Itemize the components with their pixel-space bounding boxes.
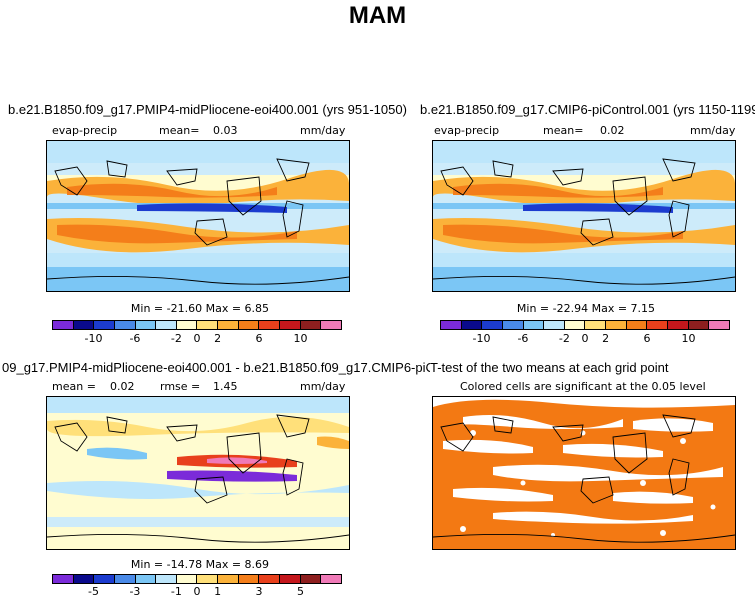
colorbar-tick: -6 xyxy=(517,332,529,345)
panel-3-field xyxy=(47,397,349,549)
panel-2-variable: evap-precip xyxy=(434,124,500,137)
colorbar-tick: -2 xyxy=(170,332,182,345)
panel-3-units: mm/day xyxy=(300,380,346,393)
panel-1-variable: evap-precip xyxy=(52,124,118,137)
panel-4-map xyxy=(432,396,736,550)
panel-2-map xyxy=(432,140,736,292)
panel-2-mean-label: mean= xyxy=(543,124,584,137)
panel-3-map xyxy=(46,396,350,550)
panel-2-field xyxy=(433,141,735,291)
colorbar-tick: 5 xyxy=(297,585,305,598)
panel-2-colorbar xyxy=(440,320,730,330)
colorbar-tick: -10 xyxy=(472,332,491,345)
panel-2-colorbar-ticks: -10 -6 -2 0 2 6 10 xyxy=(440,332,730,346)
panel-1-units: mm/day xyxy=(300,124,346,137)
colorbar-tick: -2 xyxy=(558,332,570,345)
panel-2-title: b.e21.B1850.f09_g17.CMIP6-piControl.001 … xyxy=(420,102,755,117)
panel-2-minmax: Min = -22.94 Max = 7.15 xyxy=(516,302,656,315)
panel-3-colorbar xyxy=(52,574,342,584)
colorbar-tick: -5 xyxy=(87,585,99,598)
panel-1-title: b.e21.B1850.f09_g17.PMIP4-midPliocene-eo… xyxy=(8,102,407,117)
panel-3-title: 09_g17.PMIP4-midPliocene-eoi400.001 - b.… xyxy=(2,360,430,375)
colorbar-tick: 0 xyxy=(581,332,589,345)
colorbar-tick: 0 xyxy=(193,332,201,345)
panel-1-mean-value: 0.03 xyxy=(213,124,238,137)
colorbar-tick: 10 xyxy=(681,332,696,345)
colorbar-tick: -10 xyxy=(84,332,103,345)
colorbar-tick: -6 xyxy=(129,332,141,345)
panel-3-rmse-label: rmse = xyxy=(160,380,201,393)
colorbar-tick: 3 xyxy=(255,585,263,598)
panel-4-title: T-test of the two means at each grid poi… xyxy=(430,360,669,375)
colorbar-tick: -1 xyxy=(170,585,182,598)
figure-title: MAM xyxy=(348,2,407,29)
colorbar-tick: 2 xyxy=(214,332,222,345)
panel-1-colorbar-ticks: -10 -6 -2 0 2 6 10 xyxy=(52,332,342,346)
panel-3-colorbar-ticks: -5 -3 -1 0 1 3 5 xyxy=(52,585,342,599)
colorbar-tick: 1 xyxy=(214,585,222,598)
colorbar-tick: 10 xyxy=(293,332,308,345)
panel-2-mean-value: 0.02 xyxy=(600,124,625,137)
panel-1-map xyxy=(46,140,350,292)
colorbar-tick: 2 xyxy=(602,332,610,345)
panel-1-field xyxy=(47,141,349,291)
panel-1-minmax: Min = -21.60 Max = 6.85 xyxy=(130,302,270,315)
panel-4-subtitle: Colored cells are significant at the 0.0… xyxy=(460,380,706,393)
panel-1-colorbar xyxy=(52,320,342,330)
panel-2-units: mm/day xyxy=(690,124,736,137)
panel-3-minmax: Min = -14.78 Max = 8.69 xyxy=(130,558,270,571)
colorbar-tick: -3 xyxy=(129,585,141,598)
panel-3-rmse-value: 1.45 xyxy=(213,380,238,393)
panel-1-mean-label: mean= xyxy=(159,124,200,137)
panel-4-field xyxy=(433,397,735,549)
colorbar-tick: 0 xyxy=(193,585,201,598)
panel-3-mean-label: mean = xyxy=(52,380,96,393)
colorbar-tick: 6 xyxy=(255,332,263,345)
colorbar-tick: 6 xyxy=(643,332,651,345)
panel-3-mean-value: 0.02 xyxy=(110,380,135,393)
